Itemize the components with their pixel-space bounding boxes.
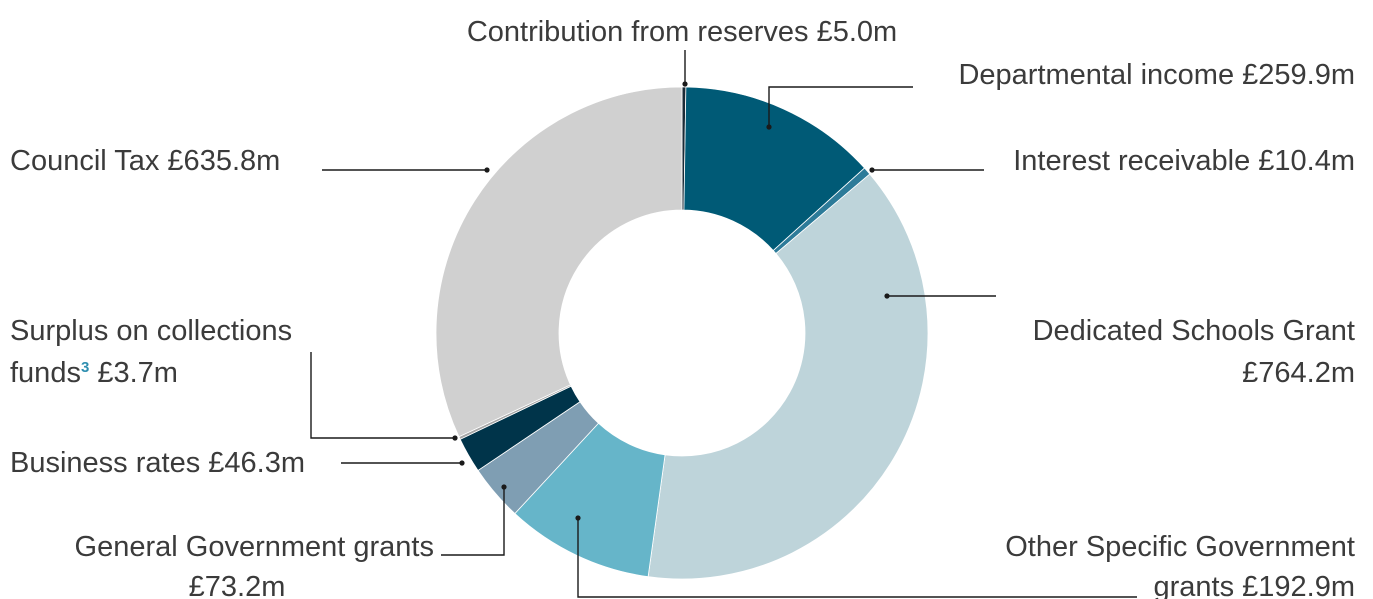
label-surplus-line2: funds3 £3.7m: [10, 357, 178, 389]
leader-dot-interest: [869, 167, 875, 173]
slice-labels: Contribution from reserves £5.0m Departm…: [10, 16, 1355, 599]
leader-dot-general: [501, 484, 507, 490]
leader-dot-surplus: [452, 435, 458, 441]
label-other-line1: Other Specific Government: [1005, 531, 1355, 563]
leader-surplus: [310, 352, 455, 439]
leader-departmental: [768, 86, 913, 127]
label-reserves: Contribution from reserves £5.0m: [467, 16, 897, 48]
label-other-line2: grants £192.9m: [1153, 571, 1355, 599]
label-surplus-funds: funds: [10, 357, 81, 389]
label-business: Business rates £46.3m: [10, 447, 305, 479]
label-council: Council Tax £635.8m: [10, 145, 280, 177]
label-surplus-line1: Surplus on collections: [10, 315, 292, 347]
leader-lines: [310, 50, 1137, 598]
donut-slice-8: [435, 86, 683, 438]
footnote-marker: 3: [81, 359, 89, 376]
label-departmental: Departmental income £259.9m: [958, 59, 1355, 91]
leader-dot-reserves: [682, 81, 688, 87]
label-surplus-value: £3.7m: [89, 357, 178, 389]
leader-dot-departmental: [766, 124, 772, 130]
leader-other: [577, 518, 1137, 598]
donut-slices: [435, 86, 929, 580]
donut-slice-1: [683, 86, 866, 252]
leader-dot-dsg: [884, 293, 890, 299]
donut-slice-3: [647, 173, 929, 580]
label-interest: Interest receivable £10.4m: [1013, 145, 1355, 177]
leader-dot-business: [459, 460, 465, 466]
label-general-line1: General Government grants: [75, 531, 434, 563]
leader-dot-council: [484, 167, 490, 173]
label-dsg-line2: £764.2m: [1242, 357, 1355, 389]
leader-general: [441, 487, 505, 556]
label-general-line2: £73.2m: [189, 571, 286, 599]
label-dsg-line1: Dedicated Schools Grant: [1033, 315, 1355, 347]
leader-dot-other: [575, 515, 581, 521]
